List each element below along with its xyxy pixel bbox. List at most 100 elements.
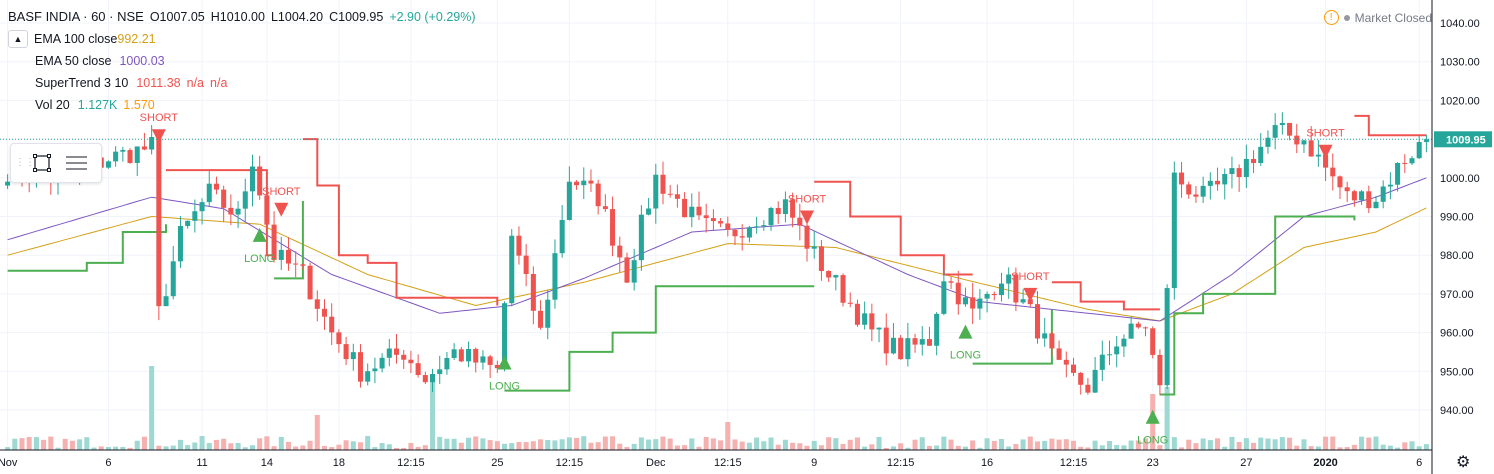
candle-body (1380, 186, 1386, 202)
candle-body (682, 198, 688, 218)
price-tick-label: 990.00 (1440, 212, 1474, 224)
volume-legend-row[interactable]: Vol 20 1.127K 1.570 (35, 94, 482, 116)
candle (725, 216, 731, 237)
candle-body (422, 375, 428, 383)
chart-legend: BASF INDIA · 60 · NSE O1007.05 H1010.00 … (8, 6, 482, 116)
settings-gear-icon[interactable]: ⚙ (1456, 454, 1471, 471)
volume-bar (1416, 446, 1422, 450)
volume-ma-value: 1.570 (123, 98, 155, 112)
volume-bar (574, 437, 580, 450)
drawing-toolbar[interactable]: ⋮⋮ (10, 143, 102, 183)
candle-body (451, 349, 457, 358)
volume-bar (984, 438, 990, 450)
candle-body (163, 296, 169, 307)
ema100-legend-row[interactable]: ▲ EMA 100 close 992.21 (8, 28, 482, 50)
candle (235, 200, 241, 228)
candle (883, 313, 889, 366)
supertrend-segment (7, 224, 167, 272)
candle-body (588, 180, 594, 184)
volume-bar (451, 438, 457, 450)
volume-bar (185, 445, 191, 450)
candle (365, 363, 371, 386)
last-price-label: 1009.95 (1446, 134, 1486, 146)
candle-body (307, 265, 313, 300)
candle-body (811, 246, 817, 249)
supertrend-legend-row[interactable]: SuperTrend 3 10 1011.38 n/a n/a (35, 72, 482, 94)
price-tick-label: 1040.00 (1440, 18, 1480, 30)
volume-bar (1114, 444, 1120, 450)
candle-body (1186, 184, 1192, 195)
candle-body (912, 338, 918, 345)
candle-body (948, 281, 954, 283)
volume-bar (1092, 440, 1098, 450)
drag-handle-icon[interactable]: ⋮⋮ (15, 157, 35, 168)
volume-bar (473, 436, 479, 450)
volume-bar (689, 438, 695, 450)
candle (660, 161, 666, 205)
volume-bar (1179, 447, 1185, 450)
volume-bar (177, 439, 183, 450)
candle-body (249, 166, 255, 192)
candlestick-series (5, 112, 1429, 396)
volume-bar (1142, 438, 1149, 450)
candle-body (437, 369, 443, 375)
candle-body (840, 275, 846, 303)
candle (163, 283, 169, 307)
short-label: SHORT (262, 186, 301, 198)
candle (494, 360, 500, 373)
price-tick-label: 980.00 (1440, 250, 1474, 262)
volume-bar (1135, 440, 1141, 450)
candle-body (509, 235, 515, 304)
ema50-legend-row[interactable]: EMA 50 close 1000.03 (35, 50, 482, 72)
candle-body (1092, 369, 1098, 393)
candle (437, 355, 443, 385)
rectangle-tool-button[interactable] (29, 150, 55, 176)
volume-bar (948, 439, 954, 450)
volume-bar (163, 446, 169, 450)
long-label: LONG (244, 253, 275, 265)
symbol-row: BASF INDIA · 60 · NSE O1007.05 H1010.00 … (8, 6, 482, 28)
candle (1049, 331, 1055, 356)
volume-bars (5, 366, 1429, 450)
volume-bar (91, 447, 97, 450)
candle-body (782, 199, 788, 215)
time-tick-label: 12:15 (887, 457, 915, 469)
market-status[interactable]: ! Market Closed (1323, 10, 1432, 25)
candle (429, 368, 436, 393)
candle (790, 192, 796, 228)
collapse-legend-button[interactable]: ▲ (8, 30, 28, 48)
candle (667, 185, 673, 198)
volume-bar (991, 440, 997, 450)
candle (646, 197, 652, 216)
volume-bar (1171, 437, 1177, 450)
candle (372, 357, 378, 384)
volume-bar (797, 443, 803, 450)
candle-body (264, 195, 270, 225)
volume-bar (120, 446, 126, 450)
candle-body (1020, 299, 1026, 303)
candle (1402, 154, 1408, 174)
volume-bar (1229, 436, 1235, 450)
volume-bar (307, 440, 313, 450)
candle (307, 262, 313, 300)
symbol-title[interactable]: BASF INDIA · 60 · NSE (8, 9, 144, 24)
candle-body (977, 298, 983, 309)
volume-bar (934, 445, 940, 450)
candle (710, 209, 716, 231)
volume-bar (919, 437, 925, 450)
volume-bar (1157, 445, 1163, 450)
supertrend-segment (302, 138, 499, 306)
volume-bar (12, 438, 18, 450)
menu-tool-button[interactable] (63, 150, 89, 176)
time-axis: Nov 6 11 14 18 12:15 25 12:15 Dec 12:15 9 12:15 16 12… (0, 449, 1432, 469)
candle (156, 130, 162, 321)
volume-bar (321, 445, 328, 450)
candle (1128, 316, 1134, 339)
last-price-tag (1434, 131, 1492, 148)
rectangle-icon (33, 154, 51, 172)
volume-bar (638, 437, 644, 450)
open-value: O1007.05 (149, 10, 205, 24)
volume-bar (890, 446, 896, 450)
price-tick-label: 960.00 (1440, 328, 1474, 340)
